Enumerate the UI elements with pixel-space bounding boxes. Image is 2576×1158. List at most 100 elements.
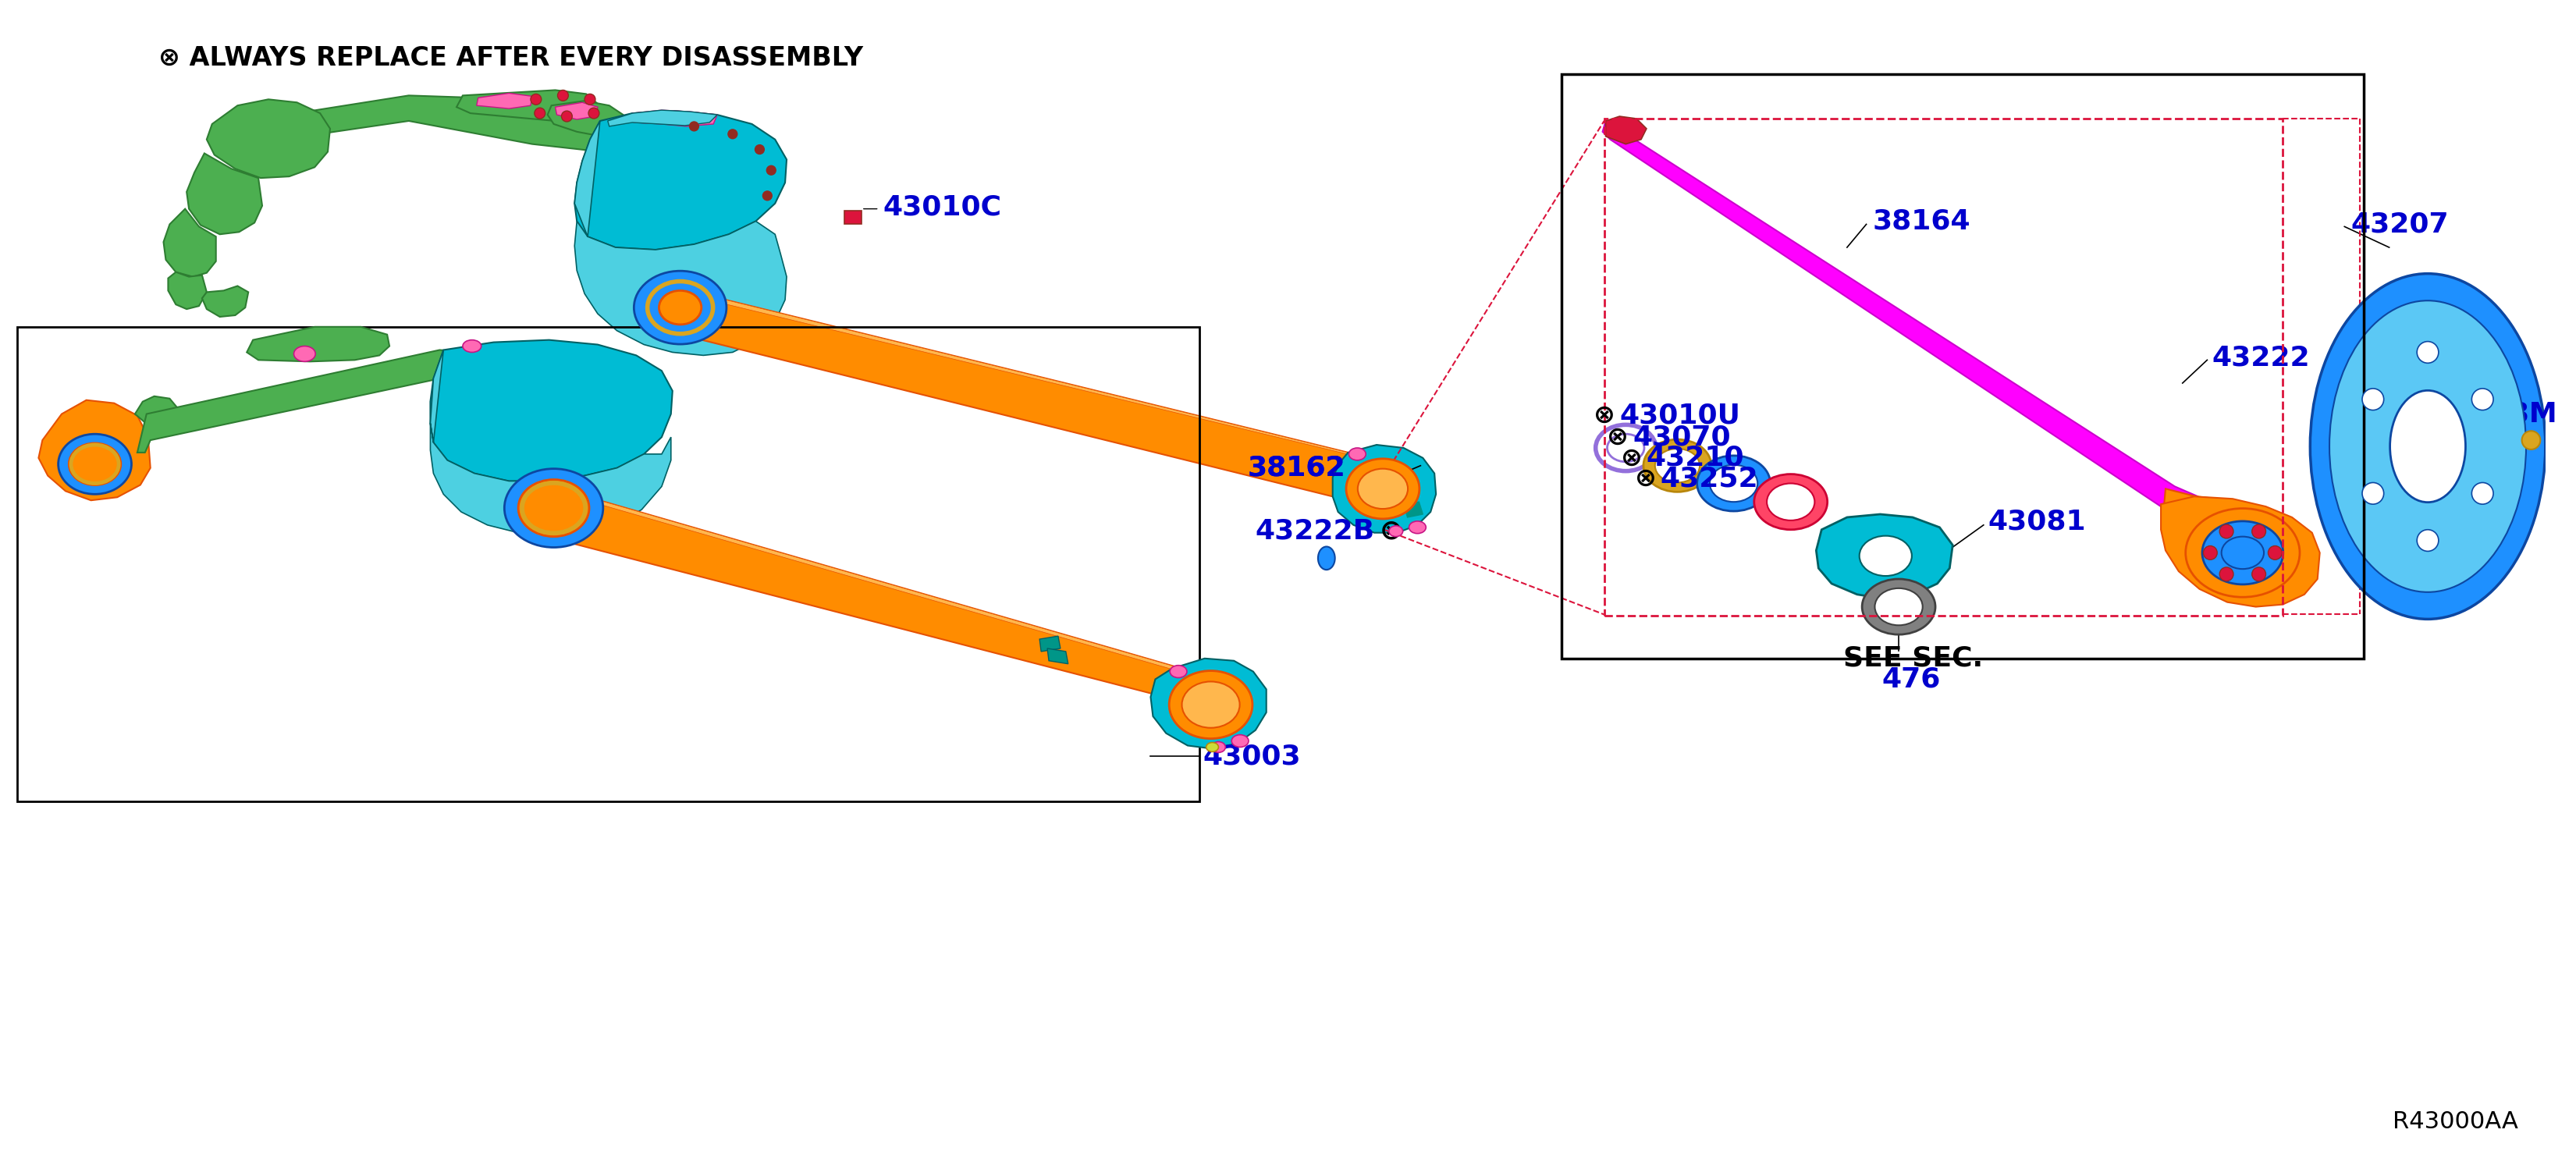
- Circle shape: [755, 145, 765, 154]
- Bar: [18, 327, 1200, 801]
- Text: ⊗: ⊗: [1636, 466, 1656, 492]
- Polygon shape: [247, 327, 389, 361]
- Circle shape: [2522, 431, 2540, 449]
- Polygon shape: [549, 101, 623, 137]
- Ellipse shape: [1767, 483, 1814, 520]
- Text: 43003: 43003: [1203, 743, 1301, 770]
- Ellipse shape: [1206, 742, 1218, 752]
- Ellipse shape: [1319, 547, 1334, 570]
- Circle shape: [762, 191, 773, 200]
- Ellipse shape: [2391, 390, 2465, 503]
- Ellipse shape: [464, 340, 482, 352]
- Text: ⊗: ⊗: [1381, 518, 1404, 544]
- Circle shape: [690, 122, 698, 131]
- Ellipse shape: [1860, 536, 1911, 576]
- Circle shape: [585, 94, 595, 104]
- Ellipse shape: [1388, 526, 1404, 536]
- Circle shape: [768, 166, 775, 175]
- Ellipse shape: [1182, 682, 1239, 728]
- Text: R43000AA: R43000AA: [2393, 1111, 2517, 1133]
- Polygon shape: [477, 93, 533, 109]
- Text: 43222: 43222: [2213, 344, 2311, 371]
- Text: SEE SEC.: SEE SEC.: [1844, 645, 1984, 672]
- Ellipse shape: [1170, 670, 1252, 739]
- Text: 43207: 43207: [2352, 211, 2450, 237]
- Circle shape: [562, 111, 572, 122]
- Ellipse shape: [2329, 301, 2527, 592]
- Circle shape: [2221, 567, 2233, 581]
- Polygon shape: [227, 95, 618, 157]
- Polygon shape: [1816, 514, 1953, 599]
- Bar: [845, 211, 860, 225]
- Text: 44098M: 44098M: [2432, 401, 2558, 427]
- Ellipse shape: [1595, 425, 1656, 471]
- Text: ⊗: ⊗: [1595, 403, 1615, 428]
- Text: 43210: 43210: [1646, 445, 1744, 471]
- Ellipse shape: [1231, 735, 1249, 747]
- Polygon shape: [1404, 501, 1422, 518]
- Circle shape: [2416, 529, 2439, 551]
- Polygon shape: [574, 111, 786, 250]
- Circle shape: [2473, 389, 2494, 410]
- Ellipse shape: [1350, 448, 1365, 460]
- Text: 43070: 43070: [1633, 424, 1731, 450]
- Ellipse shape: [59, 434, 131, 494]
- Text: 38164: 38164: [1873, 208, 1971, 234]
- Polygon shape: [1602, 120, 2213, 525]
- Ellipse shape: [2202, 521, 2282, 585]
- Circle shape: [2251, 525, 2267, 538]
- Ellipse shape: [659, 291, 701, 324]
- Polygon shape: [167, 272, 206, 309]
- Text: ⊗ ALWAYS REPLACE AFTER EVERY DISASSEMBLY: ⊗ ALWAYS REPLACE AFTER EVERY DISASSEMBLY: [157, 45, 863, 71]
- Ellipse shape: [1211, 742, 1226, 753]
- Circle shape: [2221, 525, 2233, 538]
- Polygon shape: [677, 288, 1381, 468]
- Circle shape: [2362, 483, 2383, 504]
- Ellipse shape: [2311, 273, 2545, 620]
- Polygon shape: [1048, 648, 1069, 664]
- Text: 38162: 38162: [1247, 455, 1345, 482]
- Polygon shape: [574, 120, 786, 356]
- Circle shape: [729, 130, 737, 139]
- Polygon shape: [1332, 445, 1435, 533]
- Polygon shape: [544, 486, 1216, 705]
- Text: 43010U: 43010U: [1620, 402, 1741, 428]
- Text: 43252: 43252: [1662, 466, 1759, 492]
- Circle shape: [2362, 389, 2383, 410]
- Circle shape: [587, 108, 600, 118]
- Text: 38162: 38162: [1247, 455, 1345, 482]
- Ellipse shape: [1654, 448, 1700, 483]
- Polygon shape: [206, 100, 330, 178]
- Polygon shape: [1605, 116, 1646, 144]
- Circle shape: [2251, 567, 2267, 581]
- Polygon shape: [2164, 489, 2313, 602]
- Circle shape: [531, 94, 541, 104]
- Polygon shape: [430, 340, 672, 481]
- Polygon shape: [456, 90, 603, 123]
- Ellipse shape: [1754, 474, 1826, 529]
- Polygon shape: [201, 286, 247, 317]
- Ellipse shape: [1710, 464, 1757, 501]
- Ellipse shape: [505, 469, 603, 548]
- Polygon shape: [134, 396, 178, 427]
- Ellipse shape: [1607, 434, 1643, 462]
- Polygon shape: [556, 102, 598, 119]
- Polygon shape: [551, 486, 1200, 677]
- Polygon shape: [2161, 497, 2321, 607]
- Polygon shape: [39, 401, 149, 500]
- Bar: [1561, 74, 2365, 659]
- Ellipse shape: [2184, 508, 2300, 598]
- Ellipse shape: [1170, 666, 1188, 677]
- Ellipse shape: [1862, 579, 1935, 635]
- Text: 43081: 43081: [1989, 508, 2087, 535]
- Ellipse shape: [1698, 455, 1770, 511]
- Circle shape: [2267, 545, 2282, 559]
- Polygon shape: [185, 153, 263, 234]
- Polygon shape: [430, 350, 670, 537]
- Text: ⊗: ⊗: [1620, 445, 1643, 471]
- Text: 476: 476: [1880, 666, 1940, 692]
- Ellipse shape: [1643, 439, 1710, 492]
- Polygon shape: [162, 208, 216, 277]
- Bar: [1605, 118, 2282, 616]
- Circle shape: [2202, 545, 2218, 559]
